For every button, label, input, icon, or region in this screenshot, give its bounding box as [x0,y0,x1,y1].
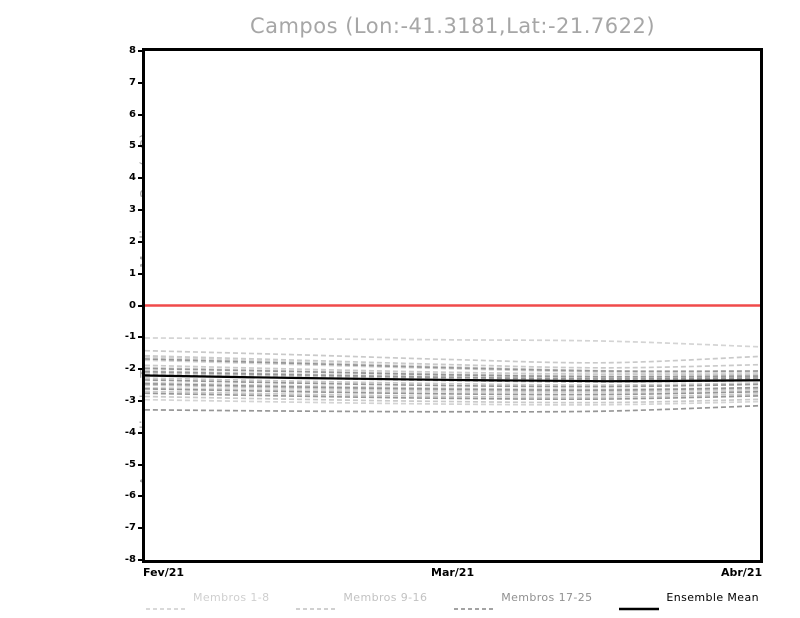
member-line [145,386,760,394]
legend-item[interactable]: Ensemble Mean [619,590,759,611]
chart-legend: Membros 1-8 Membros 9-16 Membros 17-25 Ense… [142,586,763,611]
y-axis-tick-mark [138,399,144,402]
y-axis-tick-label: -3 [124,394,136,406]
y-axis-tick-mark [138,431,144,434]
y-axis-tick-label: -4 [124,426,136,438]
member-line [145,359,760,376]
y-axis-tick-mark [138,368,144,371]
member-line [145,349,760,364]
member-line [145,370,760,380]
member-line [145,384,760,393]
member-line [145,388,760,396]
x-axis-tick-label: Mar/21 [431,566,475,579]
legend-label: Membros 1-8 [193,590,270,604]
member-line [145,395,760,404]
member-line [145,404,760,413]
member-line [145,392,760,401]
y-axis-tick-mark [138,559,144,561]
member-line-group [145,337,760,413]
y-axis-tick-label: 5 [129,140,136,152]
member-line [145,390,760,399]
y-axis-tick-label: -7 [124,522,136,534]
member-line [145,379,760,388]
y-axis-tick-mark [138,336,144,339]
member-line [145,398,760,406]
member-line [145,364,760,376]
legend-label: Membros 17-25 [501,590,593,604]
line-group-membros-9-16 [145,349,760,404]
member-line [145,382,760,392]
legend-item[interactable]: Membros 17-25 [454,590,593,610]
member-line [145,354,760,369]
y-axis-tick-label: -5 [124,458,136,470]
y-axis-tick-label: -6 [124,490,136,502]
legend-label: Ensemble Mean [666,590,759,604]
y-axis-tick-mark [138,240,144,243]
legend-item[interactable]: Membros 9-16 [296,590,428,610]
y-axis-tick-mark [138,527,144,530]
y-axis-tick-label: 3 [129,204,136,216]
y-axis-tick-mark [138,113,144,116]
y-axis-tick-label: -8 [124,554,136,565]
legend-label: Membros 9-16 [343,590,428,604]
y-axis-tick-label: -2 [124,363,136,375]
y-axis-tick-label: 1 [129,267,136,279]
y-axis-tick-label: 7 [129,76,136,88]
member-line [145,358,760,373]
ensemble-lines-svg [145,304,760,413]
y-axis-tick-mark [138,177,144,180]
y-axis-tick-label: 6 [129,108,136,120]
member-line [145,367,760,378]
y-axis-tick-mark [138,463,144,466]
plot-area [142,48,763,563]
member-line [145,374,760,383]
legend-item[interactable]: Membros 1-8 [146,590,270,610]
x-axis-tick-label: Fev/21 [143,566,185,579]
y-axis-tick-mark [138,145,144,148]
y-axis-tick-label: -1 [124,331,136,343]
line-group-ensemble-mean [145,374,760,383]
y-axis-tick-mark [138,50,144,52]
y-axis-tick-mark [138,209,144,212]
y-axis-tick-label: 4 [129,172,136,184]
member-line [145,377,760,386]
y-axis-tick-label: 8 [129,45,136,56]
y-axis-tick-label: 2 [129,235,136,247]
y-axis-tick-mark [138,495,144,498]
member-line [145,337,760,348]
y-axis-tick-mark [138,81,144,84]
chart-title: Campos (Lon:-41.3181,Lat:-21.7622) [249,14,656,38]
x-axis-tick-label: Abr/21 [721,566,763,579]
y-axis-tick-label: 0 [129,299,136,311]
y-axis-tick-mark [138,272,144,275]
y-axis-tick-mark [138,304,144,307]
